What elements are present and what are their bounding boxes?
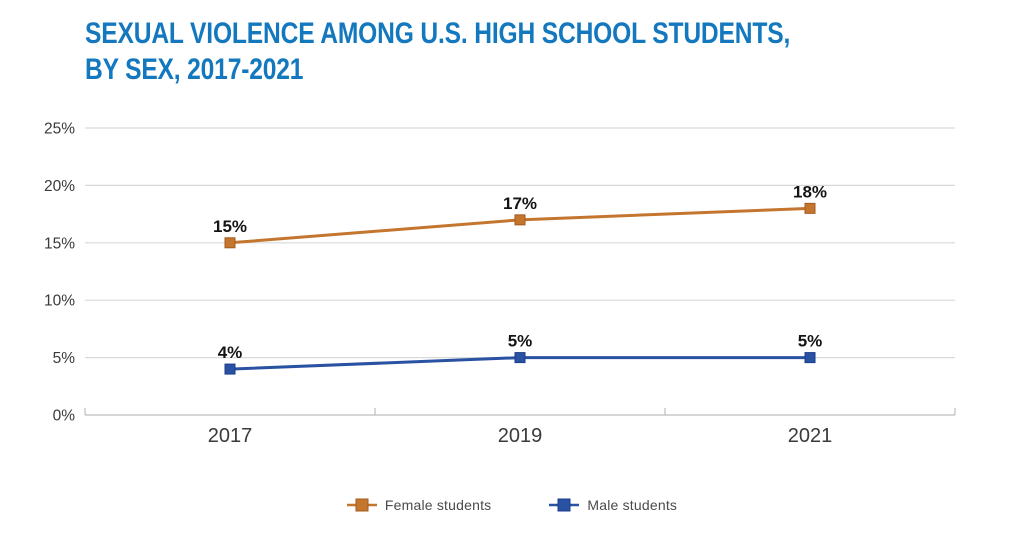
- y-tick-label-15pct: 15%: [44, 235, 75, 252]
- chart-title: SEXUAL VIOLENCE AMONG U.S. HIGH SCHOOL S…: [85, 16, 790, 88]
- data-label-female-students-2021: 18%: [793, 182, 827, 201]
- data-point-female-students-2017[interactable]: [224, 237, 236, 249]
- data-label-male-students-2017: 4%: [218, 343, 243, 362]
- data-label-female-students-2017: 15%: [213, 217, 247, 236]
- series-line-female-students: [229, 206, 811, 245]
- data-point-female-students-2021[interactable]: [804, 202, 816, 214]
- y-tick-label-5pct: 5%: [53, 350, 76, 367]
- x-tick-label-2019: 2019: [498, 425, 543, 447]
- data-label-male-students-2019: 5%: [508, 332, 533, 351]
- x-tick-label-2021: 2021: [788, 425, 833, 447]
- data-point-male-students-2021[interactable]: [804, 352, 816, 364]
- legend-item-male-students[interactable]: Male students: [549, 497, 677, 513]
- data-point-male-students-2017[interactable]: [224, 363, 236, 375]
- y-tick-label-0pct: 0%: [53, 408, 76, 425]
- data-point-male-students-2019[interactable]: [514, 352, 526, 364]
- legend-item-female-students[interactable]: Female students: [346, 497, 492, 513]
- y-tick-label-25pct: 25%: [44, 121, 75, 138]
- male-series-swatch-icon: [549, 498, 580, 512]
- data-label-male-students-2021: 5%: [798, 332, 823, 351]
- y-tick-label-20pct: 20%: [44, 178, 75, 195]
- data-point-female-students-2019[interactable]: [514, 214, 526, 226]
- chart-legend: Female students Male students: [0, 497, 1024, 513]
- data-label-female-students-2019: 17%: [503, 194, 537, 213]
- chart-title-line1: SEXUAL VIOLENCE AMONG U.S. HIGH SCHOOL S…: [85, 17, 791, 50]
- female-series-swatch-icon: [346, 498, 377, 512]
- chart-title-line2: BY SEX, 2017-2021: [85, 53, 304, 86]
- legend-label-female-students: Female students: [384, 497, 492, 513]
- y-tick-label-10pct: 10%: [44, 293, 75, 310]
- x-tick-label-2017: 2017: [208, 425, 253, 447]
- legend-label-male-students: Male students: [587, 497, 678, 513]
